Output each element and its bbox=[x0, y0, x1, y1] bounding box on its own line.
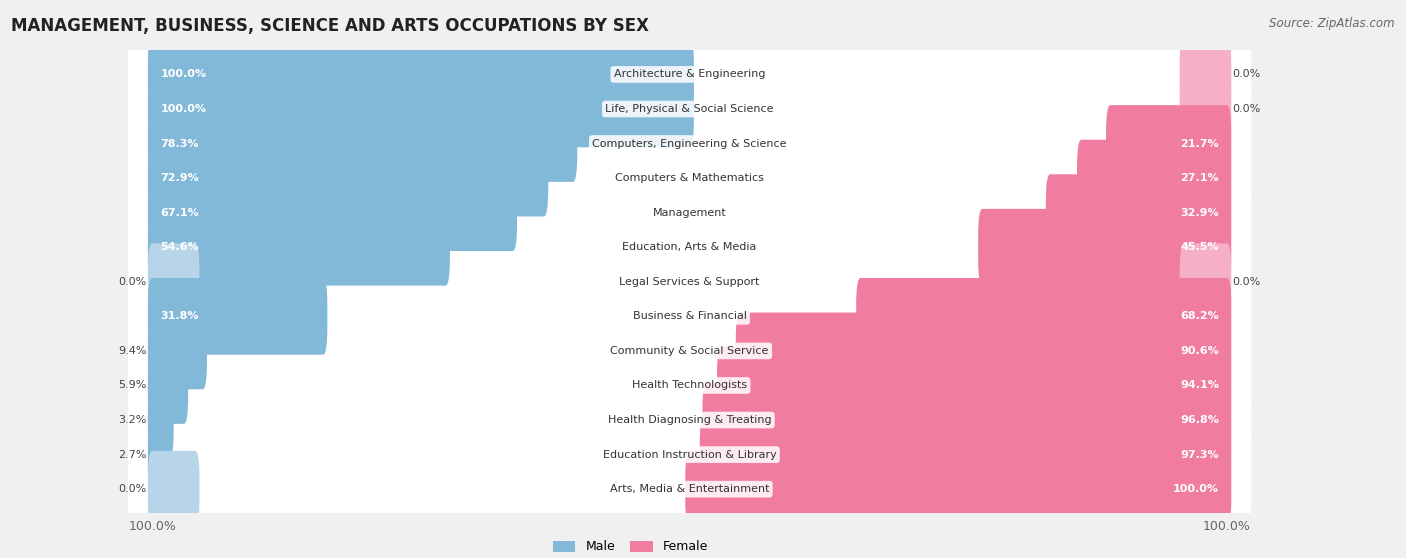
FancyBboxPatch shape bbox=[128, 422, 1251, 556]
FancyBboxPatch shape bbox=[856, 278, 1232, 355]
FancyBboxPatch shape bbox=[148, 71, 695, 147]
FancyBboxPatch shape bbox=[128, 111, 1251, 245]
Text: 90.6%: 90.6% bbox=[1180, 346, 1219, 356]
Text: 97.3%: 97.3% bbox=[1180, 450, 1219, 460]
FancyBboxPatch shape bbox=[128, 388, 1251, 522]
Text: 3.2%: 3.2% bbox=[118, 415, 146, 425]
FancyBboxPatch shape bbox=[1077, 140, 1232, 217]
FancyBboxPatch shape bbox=[128, 215, 1251, 349]
Text: 96.8%: 96.8% bbox=[1180, 415, 1219, 425]
Text: Legal Services & Support: Legal Services & Support bbox=[620, 277, 759, 287]
Text: Health Technologists: Health Technologists bbox=[633, 381, 747, 391]
Text: MANAGEMENT, BUSINESS, SCIENCE AND ARTS OCCUPATIONS BY SEX: MANAGEMENT, BUSINESS, SCIENCE AND ARTS O… bbox=[11, 17, 650, 35]
FancyBboxPatch shape bbox=[128, 249, 1251, 383]
FancyBboxPatch shape bbox=[128, 284, 1251, 418]
FancyBboxPatch shape bbox=[148, 312, 207, 389]
Text: Management: Management bbox=[652, 208, 727, 218]
FancyBboxPatch shape bbox=[700, 416, 1232, 493]
FancyBboxPatch shape bbox=[148, 382, 174, 459]
Text: 0.0%: 0.0% bbox=[118, 277, 146, 287]
FancyBboxPatch shape bbox=[717, 347, 1232, 424]
FancyBboxPatch shape bbox=[128, 7, 1251, 142]
FancyBboxPatch shape bbox=[148, 209, 450, 286]
FancyBboxPatch shape bbox=[148, 347, 188, 424]
Text: Arts, Media & Entertainment: Arts, Media & Entertainment bbox=[610, 484, 769, 494]
Text: 45.5%: 45.5% bbox=[1181, 242, 1219, 252]
FancyBboxPatch shape bbox=[685, 451, 1232, 527]
FancyBboxPatch shape bbox=[703, 382, 1232, 459]
Text: 100.0%: 100.0% bbox=[160, 69, 207, 79]
FancyBboxPatch shape bbox=[128, 353, 1251, 487]
Text: 0.0%: 0.0% bbox=[118, 484, 146, 494]
Text: Education, Arts & Media: Education, Arts & Media bbox=[623, 242, 756, 252]
FancyBboxPatch shape bbox=[148, 416, 172, 493]
FancyBboxPatch shape bbox=[148, 278, 328, 355]
FancyBboxPatch shape bbox=[1180, 243, 1232, 320]
Text: Community & Social Service: Community & Social Service bbox=[610, 346, 769, 356]
Text: Architecture & Engineering: Architecture & Engineering bbox=[614, 69, 765, 79]
Text: Life, Physical & Social Science: Life, Physical & Social Science bbox=[606, 104, 773, 114]
Text: 32.9%: 32.9% bbox=[1180, 208, 1219, 218]
Text: Computers, Engineering & Science: Computers, Engineering & Science bbox=[592, 138, 787, 148]
Text: 0.0%: 0.0% bbox=[1232, 277, 1261, 287]
Text: 67.1%: 67.1% bbox=[160, 208, 200, 218]
Text: Source: ZipAtlas.com: Source: ZipAtlas.com bbox=[1270, 17, 1395, 30]
Text: 0.0%: 0.0% bbox=[1232, 104, 1261, 114]
Text: 68.2%: 68.2% bbox=[1180, 311, 1219, 321]
FancyBboxPatch shape bbox=[128, 319, 1251, 453]
FancyBboxPatch shape bbox=[1180, 36, 1232, 113]
FancyBboxPatch shape bbox=[1046, 174, 1232, 251]
Text: 94.1%: 94.1% bbox=[1180, 381, 1219, 391]
Text: 21.7%: 21.7% bbox=[1180, 138, 1219, 148]
Text: 72.9%: 72.9% bbox=[160, 173, 200, 183]
Text: 9.4%: 9.4% bbox=[118, 346, 146, 356]
Text: 0.0%: 0.0% bbox=[1232, 69, 1261, 79]
Text: 27.1%: 27.1% bbox=[1180, 173, 1219, 183]
FancyBboxPatch shape bbox=[148, 105, 578, 182]
FancyBboxPatch shape bbox=[735, 312, 1232, 389]
Legend: Male, Female: Male, Female bbox=[553, 541, 709, 554]
FancyBboxPatch shape bbox=[979, 209, 1232, 286]
Text: Business & Financial: Business & Financial bbox=[633, 311, 747, 321]
FancyBboxPatch shape bbox=[1107, 105, 1232, 182]
Text: 2.7%: 2.7% bbox=[118, 450, 146, 460]
FancyBboxPatch shape bbox=[148, 140, 548, 217]
FancyBboxPatch shape bbox=[1180, 71, 1232, 147]
Text: Education Instruction & Library: Education Instruction & Library bbox=[603, 450, 776, 460]
Text: 5.9%: 5.9% bbox=[118, 381, 146, 391]
Text: 78.3%: 78.3% bbox=[160, 138, 198, 148]
FancyBboxPatch shape bbox=[148, 174, 517, 251]
FancyBboxPatch shape bbox=[148, 243, 200, 320]
Text: 31.8%: 31.8% bbox=[160, 311, 198, 321]
Text: 100.0%: 100.0% bbox=[160, 104, 207, 114]
FancyBboxPatch shape bbox=[128, 42, 1251, 176]
Text: 54.6%: 54.6% bbox=[160, 242, 200, 252]
FancyBboxPatch shape bbox=[128, 180, 1251, 314]
Text: Computers & Mathematics: Computers & Mathematics bbox=[616, 173, 763, 183]
FancyBboxPatch shape bbox=[148, 36, 695, 113]
Text: Health Diagnosing & Treating: Health Diagnosing & Treating bbox=[607, 415, 772, 425]
FancyBboxPatch shape bbox=[128, 76, 1251, 210]
Text: 100.0%: 100.0% bbox=[1173, 484, 1219, 494]
FancyBboxPatch shape bbox=[128, 146, 1251, 280]
FancyBboxPatch shape bbox=[148, 451, 200, 527]
